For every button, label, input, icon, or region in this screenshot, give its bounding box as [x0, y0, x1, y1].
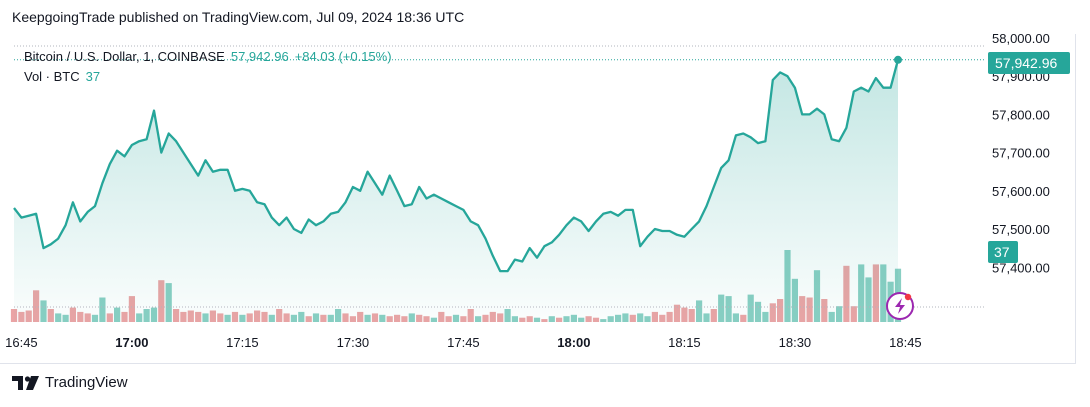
- legend-volume-row[interactable]: Vol · BTC 37: [24, 67, 392, 87]
- y-axis-labels: 58,000.0057,900.0057,800.0057,700.0057,6…: [992, 31, 1050, 275]
- y-tick-label: 57,500.00: [992, 222, 1050, 237]
- x-tick-label: 17:15: [226, 335, 259, 350]
- x-tick-label: 18:00: [557, 335, 590, 350]
- brand-name: TradingView: [45, 374, 128, 391]
- legend-change: +84.03 (+0.15%): [294, 49, 392, 64]
- y-tick-label: 57,600.00: [992, 184, 1050, 199]
- price-line: [13, 59, 900, 273]
- price-tag: 57,942.96: [988, 52, 1070, 74]
- volume-bar: [10, 309, 18, 322]
- x-tick-label: 17:30: [337, 335, 370, 350]
- price-tag-label: 57,942.96: [995, 55, 1057, 71]
- x-axis-labels: 16:45 17:00 17:15 17:30 17:45 18:00 18:15 18:30…: [5, 335, 922, 350]
- y-tick-label: 58,000.00: [992, 31, 1050, 46]
- x-tick-label: 17:00: [115, 335, 148, 350]
- tradingview-logo-icon: [12, 375, 39, 390]
- alert-icon[interactable]: [886, 292, 914, 320]
- y-tick-label: 57,700.00: [992, 146, 1050, 161]
- chart-frame: [0, 34, 1076, 364]
- volume-tag: 37: [988, 241, 1018, 263]
- chart-legend: Bitcoin / U.S. Dollar, 1, COINBASE 57,942…: [24, 47, 392, 87]
- publisher-line: KeepgoingTrade published on TradingView.…: [12, 9, 465, 25]
- legend-vol-label: Vol · BTC: [24, 69, 80, 84]
- x-tick-label: 18:45: [889, 335, 922, 350]
- tradingview-brand[interactable]: TradingView: [12, 374, 128, 391]
- legend-symbol: Bitcoin / U.S. Dollar, 1, COINBASE: [24, 49, 225, 64]
- volume-tag-label: 37: [994, 244, 1010, 260]
- legend-price: 57,942.96: [230, 49, 289, 64]
- last-price-dot: [894, 55, 902, 64]
- price-area-fill: [14, 59, 898, 323]
- y-tick-label: 57,800.00: [992, 107, 1050, 122]
- x-tick-label: 18:15: [668, 335, 701, 350]
- y-tick-label: 57,400.00: [992, 260, 1050, 275]
- legend-symbol-row[interactable]: Bitcoin / U.S. Dollar, 1, COINBASE 57,942…: [24, 47, 392, 67]
- x-tick-label: 16:45: [5, 335, 38, 350]
- x-tick-label: 18:30: [779, 335, 812, 350]
- x-tick-label: 17:45: [447, 335, 480, 350]
- legend-vol-value: 37: [85, 69, 101, 84]
